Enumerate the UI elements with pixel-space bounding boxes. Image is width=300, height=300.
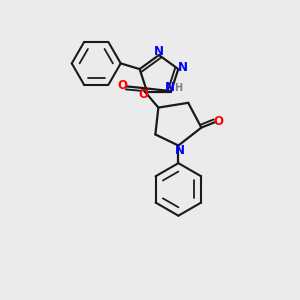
Text: N: N <box>165 81 175 94</box>
Text: O: O <box>117 79 127 92</box>
Text: O: O <box>138 88 148 101</box>
Text: N: N <box>175 144 185 157</box>
Text: N: N <box>178 61 188 74</box>
Text: O: O <box>214 115 224 128</box>
Text: N: N <box>154 45 164 58</box>
Text: H: H <box>174 83 182 93</box>
